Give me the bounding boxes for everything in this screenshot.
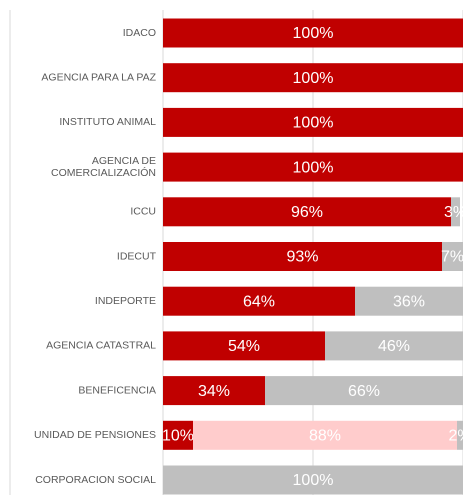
value-label: 96% — [291, 204, 323, 221]
value-label: 100% — [293, 115, 334, 132]
bar-segment — [163, 152, 463, 182]
bar-segment — [451, 197, 460, 227]
value-label: 3% — [444, 204, 463, 221]
bar-segment — [265, 376, 463, 406]
category-label: IDACO — [123, 27, 156, 39]
value-label: 100% — [293, 25, 334, 42]
value-label: 54% — [228, 338, 260, 355]
value-label: 46% — [378, 338, 410, 355]
bar-segment — [163, 18, 463, 48]
value-label: 2% — [448, 428, 463, 445]
bar-segment — [163, 465, 463, 495]
bar-segment — [163, 107, 463, 137]
value-label: 100% — [293, 472, 334, 489]
value-label: 66% — [348, 383, 380, 400]
category-label: AGENCIA PARA LA PAZ — [41, 71, 156, 83]
bar-segment — [355, 286, 463, 316]
bar-segment — [457, 420, 463, 450]
category-label: IDECUT — [117, 250, 157, 262]
category-label: CORPORACION SOCIAL — [35, 474, 156, 486]
value-label: 100% — [293, 159, 334, 176]
bar-segment — [193, 420, 457, 450]
value-label: 88% — [309, 428, 341, 445]
category-label: INSTITUTO ANIMAL — [59, 116, 156, 128]
bar-segment — [442, 242, 463, 271]
bar-segment — [163, 420, 193, 450]
bar-segment — [163, 376, 265, 406]
bar-segment — [163, 197, 451, 227]
bar-segment — [163, 242, 442, 271]
value-label: 10% — [162, 428, 194, 445]
bar-segment — [163, 63, 463, 93]
value-label: 34% — [198, 383, 230, 400]
value-label: 64% — [243, 293, 275, 310]
bar-segment — [325, 331, 463, 361]
bar-segment — [163, 331, 325, 361]
category-label: INDEPORTE — [95, 295, 156, 307]
category-label: ICCU — [130, 206, 156, 218]
category-label: BENEFICENCIA — [78, 384, 156, 396]
bar-segment — [163, 286, 355, 316]
category-label: UNIDAD DE PENSIONES — [34, 429, 156, 441]
value-label: 36% — [393, 293, 425, 310]
category-label: AGENCIA DE COMERCIALIZACIÓN — [51, 155, 156, 179]
value-label: 7% — [441, 249, 463, 266]
value-label: 100% — [293, 70, 334, 87]
value-label: 93% — [286, 249, 318, 266]
category-label: AGENCIA CATASTRAL — [46, 340, 156, 352]
